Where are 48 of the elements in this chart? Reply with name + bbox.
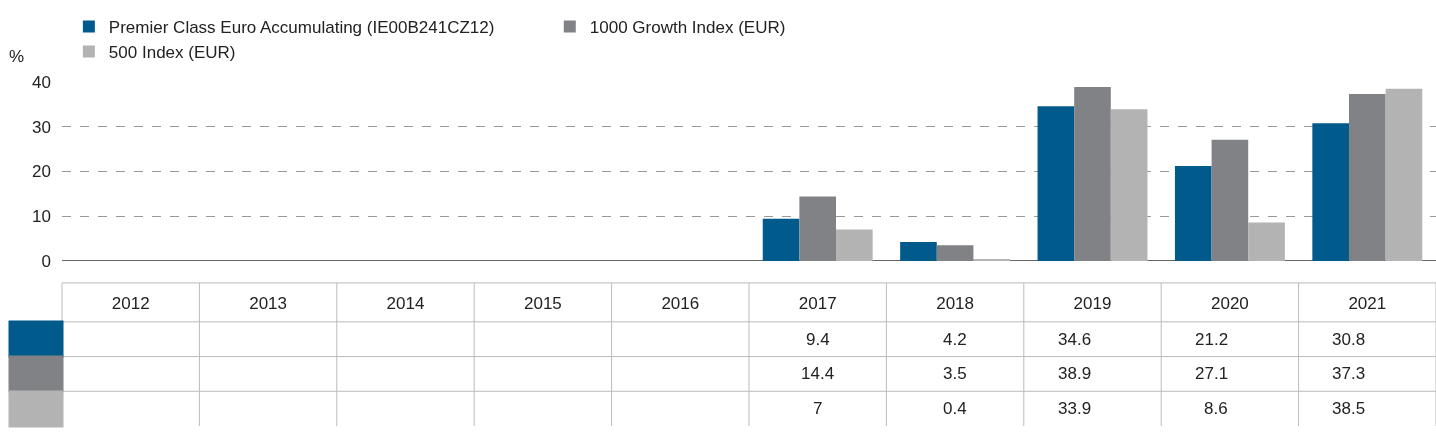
bar — [1348, 94, 1386, 261]
y-tick-label: 20 — [32, 162, 51, 182]
bar — [900, 242, 937, 261]
data-label: 14.4 — [801, 364, 835, 383]
data-label: 30.8 — [1332, 330, 1366, 349]
data-label: 33.9 — [1058, 399, 1092, 418]
data-label: 7 — [813, 399, 823, 418]
data-label: 38.5 — [1332, 399, 1366, 418]
data-label: 37.3 — [1332, 364, 1366, 383]
y-axis-title: % — [9, 47, 25, 66]
bar — [1248, 222, 1285, 261]
legend-label: 1000 Growth Index (EUR) — [589, 18, 786, 38]
data-label: 0.4 — [943, 399, 967, 418]
x-tick-label: 2019 — [1073, 293, 1112, 313]
bar — [1385, 88, 1423, 261]
bar — [1174, 166, 1212, 261]
legend-label: 500 Index (EUR) — [108, 43, 236, 63]
bar — [1312, 123, 1349, 261]
x-tick-label: 2016 — [661, 293, 700, 313]
bar — [799, 196, 837, 261]
x-tick-label: 2021 — [1348, 293, 1387, 313]
y-tick-label: 40 — [32, 72, 51, 92]
data-label: 27.1 — [1195, 364, 1229, 383]
x-tick-label: 2015 — [523, 293, 562, 313]
bar — [1211, 139, 1249, 261]
x-tick-label: 2020 — [1210, 293, 1249, 313]
x-tick-label: 2012 — [111, 293, 150, 313]
bar — [836, 229, 873, 261]
bar — [1037, 106, 1075, 261]
data-label: 21.2 — [1195, 330, 1229, 349]
data-label: 4.2 — [943, 330, 967, 349]
legend-label: Premier Class Euro Accumulating (IE00B241CZ12) — [108, 18, 495, 38]
bar — [936, 245, 974, 261]
bar — [1074, 86, 1111, 261]
data-label: 9.4 — [806, 330, 830, 349]
x-tick-label: 2018 — [936, 293, 975, 313]
y-tick-label: 10 — [32, 207, 51, 227]
y-tick-label: 30 — [32, 117, 51, 137]
data-label: 38.9 — [1058, 364, 1092, 383]
data-label: 8.6 — [1204, 399, 1228, 418]
bar — [1110, 109, 1148, 261]
data-label: 34.6 — [1058, 330, 1092, 349]
bar — [762, 218, 800, 261]
y-tick-label: 0 — [41, 251, 51, 271]
x-tick-label: 2017 — [798, 293, 837, 313]
data-label: 3.5 — [943, 364, 967, 383]
x-tick-label: 2014 — [386, 293, 425, 313]
x-tick-label: 2013 — [249, 293, 288, 313]
